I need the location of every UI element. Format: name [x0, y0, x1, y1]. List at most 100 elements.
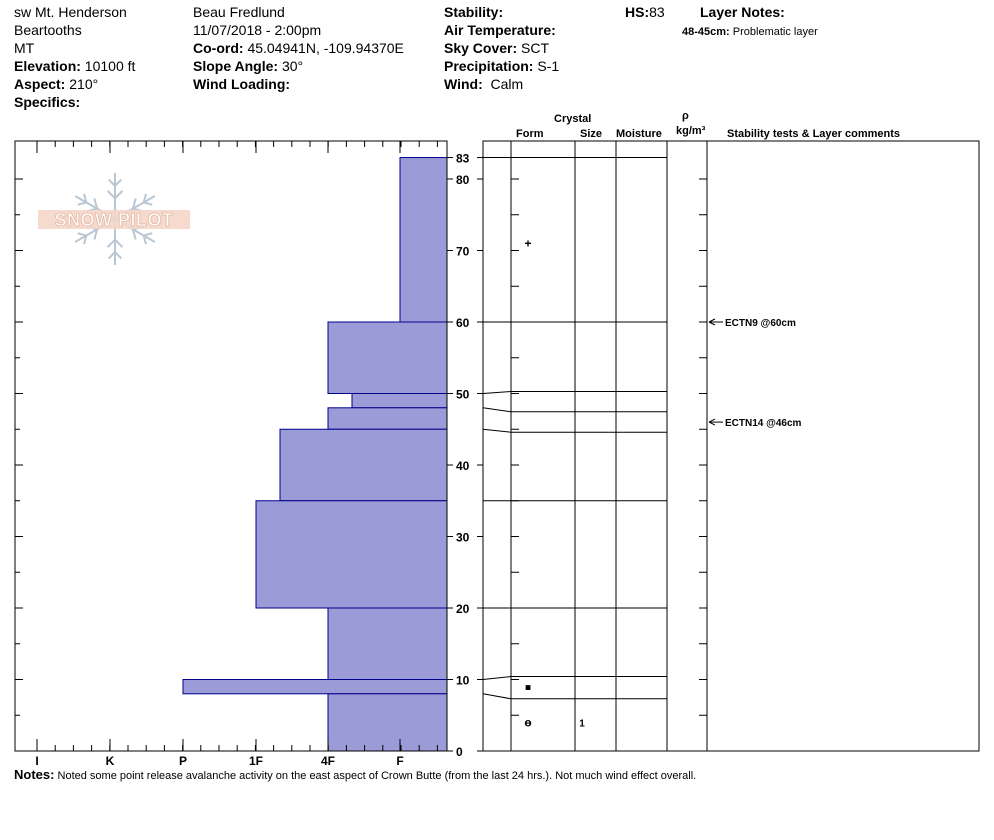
datetime: 11/07/2018 - 2:00pm [193, 22, 322, 38]
snowflake-branch [106, 238, 116, 248]
hardness-bar [351, 393, 448, 409]
hardness-tick-label: K [106, 754, 115, 768]
depth-tick-label: 60 [456, 316, 470, 330]
layer-connector [482, 407, 512, 413]
hs-label: HS: [625, 4, 650, 20]
slope-value: 30° [281, 58, 304, 74]
hardness-bar [327, 693, 448, 752]
precip-row: Precipitation: S-1 [444, 58, 559, 74]
wind-row: Wind: Calm [444, 76, 523, 92]
specifics-label: Specifics: [14, 94, 81, 110]
grain-table: + ■ ɵ 1 [482, 157, 667, 729]
snowflake-branch [114, 190, 124, 200]
wind-value: Calm [490, 76, 524, 92]
grain-form-symbol: ■ [525, 683, 531, 694]
grain-table-frame [482, 140, 980, 752]
coord-label: Co-ord: [193, 40, 244, 56]
snowflake-branch [108, 251, 116, 260]
hs-row: HS:83 [625, 4, 665, 20]
hardness-tick-label: 1F [249, 754, 263, 768]
stability-tests-header: Stability tests & Layer comments [727, 128, 901, 140]
snowflake-branch [131, 198, 137, 209]
sky-row: Sky Cover: SCT [444, 40, 549, 56]
depth-tick-label: 10 [456, 674, 470, 688]
depth-tick-label: 70 [456, 245, 470, 259]
aspect-row: Aspect: 210° [14, 76, 98, 92]
hardness-tick-label: F [396, 754, 403, 768]
layer-note-text: Problematic layer [732, 26, 818, 38]
snowflake-branch [77, 201, 87, 206]
test-arrow-head [708, 318, 716, 326]
snowflake-branch [142, 235, 147, 245]
snowflake-branch [108, 178, 116, 187]
grain-form-symbol: + [524, 236, 531, 250]
elevation-label: Elevation: [14, 58, 81, 74]
snowflake-branch [77, 232, 87, 237]
hardness-bar [327, 607, 448, 680]
hardness-tick-label: I [35, 754, 38, 768]
aspect-value: 210° [69, 76, 99, 92]
layer-note-range: 48-45cm: [682, 26, 730, 38]
snowpilot-logo: SNOW PILOT [38, 173, 190, 265]
rho-header: ρ [682, 110, 689, 122]
size-header: Size [580, 128, 603, 140]
sky-label: Sky Cover: [444, 40, 518, 56]
precip-label: Precipitation: [444, 58, 534, 74]
depth-tick-label: 80 [456, 173, 470, 187]
moisture-header: Moisture [616, 128, 662, 140]
notes-row: Notes: Noted some point release avalanch… [14, 767, 696, 784]
hardness-bar [279, 428, 448, 502]
test-arrow-head [708, 418, 716, 426]
layer-connector [482, 676, 512, 680]
snowflake-branch [131, 229, 137, 240]
slope-row: Slope Angle: 30° [193, 58, 303, 74]
coord-row: Co-ord: 45.04941N, -109.94370E [193, 40, 404, 56]
crystal-header: Crystal [554, 113, 592, 125]
layer-connector [482, 391, 512, 394]
hardness-bar [255, 500, 448, 609]
depth-tick-label: 30 [456, 531, 470, 545]
layer-connector [482, 693, 512, 700]
aspect-label: Aspect: [14, 76, 66, 92]
layer-connector [482, 428, 512, 433]
stability-test-label: ECTN9 @60cm [725, 318, 796, 329]
depth-tick-label: 20 [456, 602, 470, 616]
hardness-bar [399, 157, 448, 323]
logo-text: SNOW PILOT [55, 210, 174, 230]
wind-loading-label: Wind Loading: [193, 76, 291, 92]
elevation-value: 10100 ft [84, 58, 136, 74]
snowflake-branch [114, 238, 124, 248]
hardness-bar [182, 679, 448, 695]
snowflake-branch [93, 229, 99, 240]
depth-tick-label: 83 [456, 152, 470, 166]
depth-tick-label: 50 [456, 388, 470, 402]
hardness-profile [182, 157, 448, 752]
sky-value: SCT [521, 40, 550, 56]
slope-label: Slope Angle: [193, 58, 279, 74]
wind-label: Wind: [444, 76, 483, 92]
logo-banner [38, 210, 190, 229]
stability-test-markers: ECTN9 @60cm ECTN14 @46cm [708, 318, 802, 429]
depth-tick-label: 0 [456, 745, 463, 759]
form-header: Form [516, 128, 544, 140]
location: sw Mt. Henderson [14, 4, 127, 20]
state: MT [14, 40, 35, 56]
density-unit-header: kg/m³ [676, 125, 706, 137]
hardness-bar [327, 407, 448, 430]
notes-label: Notes: [14, 767, 55, 782]
range: Beartooths [14, 22, 82, 38]
precip-value: S-1 [537, 58, 560, 74]
snowflake-branch [83, 235, 88, 245]
axes: I K P 1F 4F F 83 80 70 60 50 40 30 20 10 0 [14, 140, 980, 768]
layer-note: 48-45cm: Problematic layer [682, 24, 818, 40]
depth-tick-label: 40 [456, 459, 470, 473]
snowflake-branch [106, 190, 116, 200]
snowflake-branch [114, 178, 122, 187]
grain-form-symbol: ɵ [524, 715, 531, 729]
observer: Beau Fredlund [193, 4, 285, 20]
grain-size-label: 1 [579, 718, 585, 729]
hardness-tick-label: P [179, 754, 187, 768]
hardness-plot-frame [14, 140, 448, 752]
stability-label: Stability: [444, 4, 504, 20]
